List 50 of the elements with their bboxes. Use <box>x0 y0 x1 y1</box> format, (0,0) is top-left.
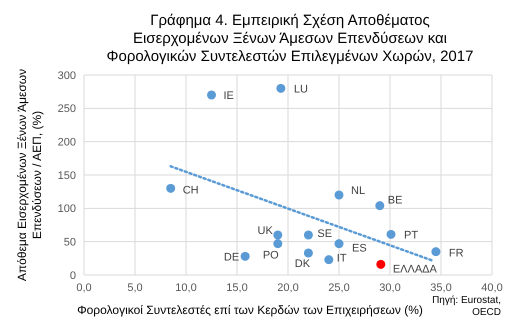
x-tick-label: 0,0 <box>76 282 92 294</box>
annotation: PO <box>262 250 280 262</box>
x-axis-title: Φορολογικοί Συντελεστές επί των Κερδών των Επιχειρήσεων (%) <box>77 303 423 317</box>
y-tick-label: 0 <box>70 270 76 282</box>
point <box>386 230 396 239</box>
point <box>273 239 282 248</box>
point <box>240 252 250 261</box>
y-tick-label: 100 <box>58 203 76 216</box>
text: Πηγή: Eurostat, OECD <box>432 295 501 319</box>
annotation: LU <box>294 83 308 96</box>
point <box>166 184 176 193</box>
x-tick-label: 25,0 <box>328 282 350 294</box>
y-tick-label: 300 <box>58 70 76 82</box>
chart-title: Γράφημα 4. Εμπειρική Σχέση Αποθέματος Εισερχομένων Ξένων Άμεσων Επενδύσεων και Φορολογικών Συντελεστών Επιλεγμένων Χωρών, 2017 <box>106 12 474 66</box>
point <box>431 247 440 256</box>
point <box>334 239 344 248</box>
y-tick-label: 200 <box>58 136 76 149</box>
x-tick-label: 30,0 <box>379 282 401 294</box>
annotation: DK <box>294 258 311 270</box>
annotation: CH <box>182 184 199 196</box>
y-axis-title: Απόθεμα Εισερχομένων Ξένων Άμεσων Επενδύσεων / ΑΕΠ, (%) <box>15 68 45 284</box>
point <box>334 190 344 200</box>
annotation: FR <box>448 248 464 260</box>
point <box>304 248 313 258</box>
annotation: DE <box>224 251 240 264</box>
annotation: IE <box>224 90 234 102</box>
x-tick-label: 15,0 <box>226 282 248 294</box>
annotation: BE <box>388 194 402 207</box>
annotation: IT <box>336 252 347 265</box>
x-tick-label: 20,0 <box>277 282 299 294</box>
point <box>273 230 282 240</box>
point <box>276 84 286 93</box>
annotation: UK <box>258 225 274 237</box>
point <box>324 255 334 264</box>
y-tick-label: 50 <box>64 236 76 249</box>
point <box>376 260 386 269</box>
x-tick-label: 5,0 <box>127 282 143 294</box>
annotation: NL <box>351 185 366 197</box>
y-tick-label: 250 <box>58 103 76 116</box>
x-tick-label: 40,0 <box>481 282 503 294</box>
point <box>375 201 384 210</box>
x-tick-label: 35,0 <box>430 282 452 294</box>
annotation: ES <box>352 242 367 255</box>
annotation: PT <box>404 229 418 242</box>
y-tick-label: 150 <box>58 170 76 182</box>
annotation: SE <box>317 228 332 240</box>
x-tick-label: 10,0 <box>175 282 197 294</box>
annotation: ΕΛΛΑΔΑ <box>392 263 438 276</box>
point <box>304 230 313 240</box>
point <box>206 90 216 100</box>
